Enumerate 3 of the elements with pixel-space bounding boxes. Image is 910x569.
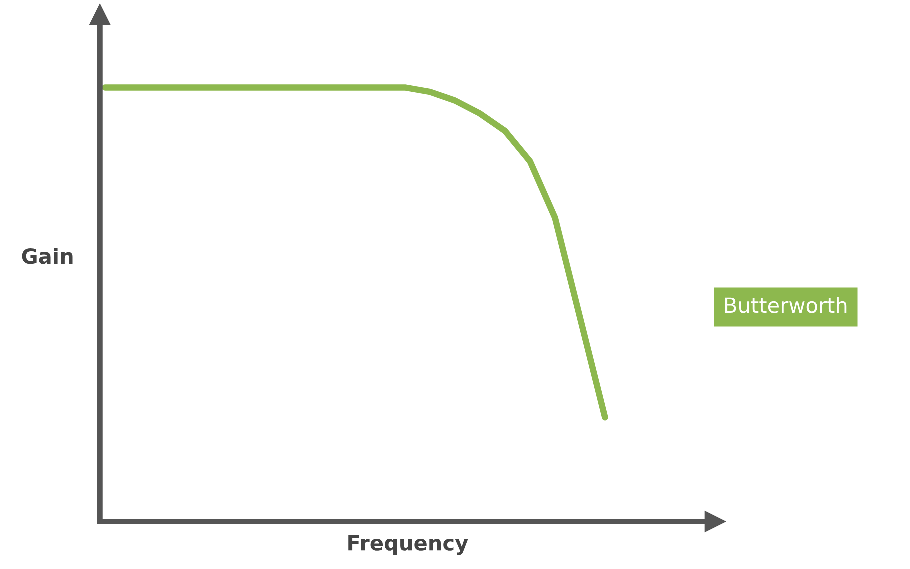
x-axis-title: Frequency (348, 535, 468, 556)
text: Butterworth (725, 297, 847, 314)
y-axis-title: Gain (22, 248, 73, 264)
